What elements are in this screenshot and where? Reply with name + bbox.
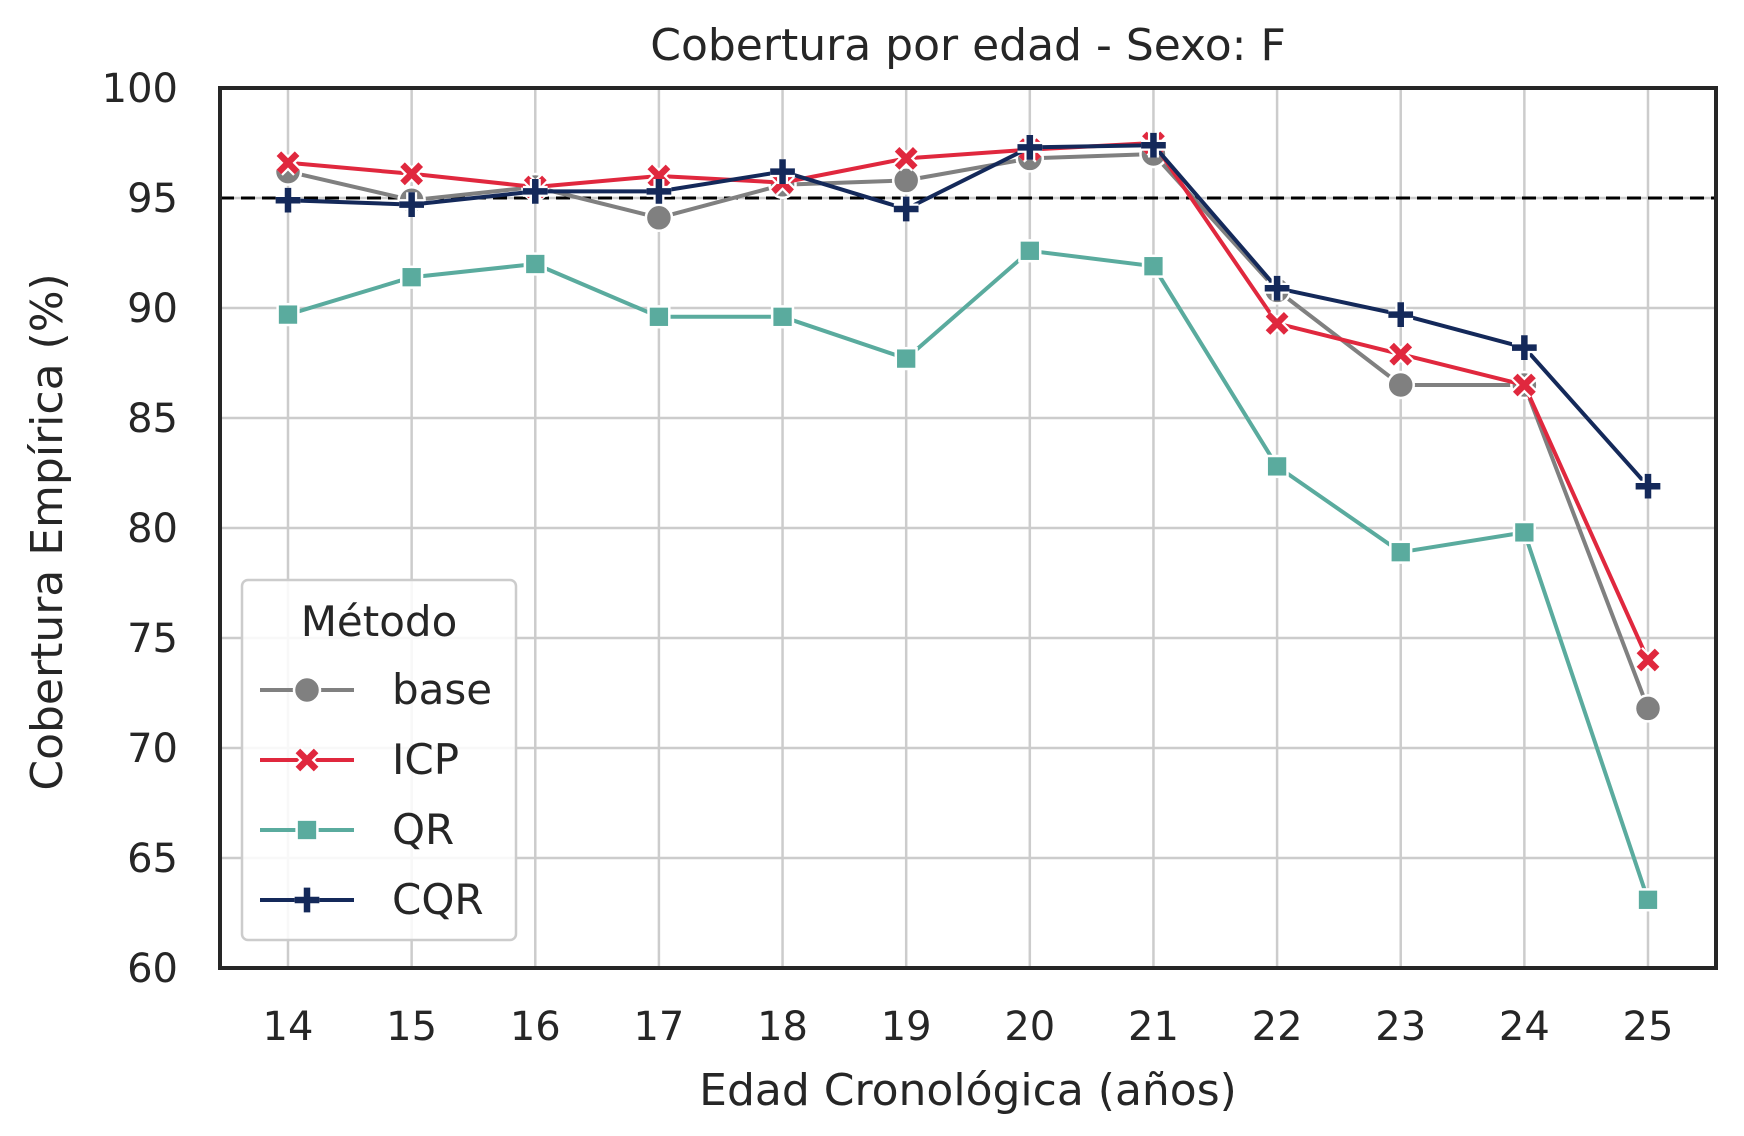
marker-square-point: [1018, 239, 1042, 263]
series-layer: [273, 130, 1663, 912]
marker-square-point: [276, 302, 300, 327]
y-tick-label: 70: [127, 726, 178, 772]
x-tick-label: 17: [633, 1004, 684, 1050]
marker-x-legend: [295, 748, 319, 772]
legend-item-CQR: CQR: [260, 875, 484, 924]
y-tick-label: 85: [127, 396, 178, 442]
y-tick-label: 60: [127, 946, 178, 992]
marker-x-point: [1265, 312, 1289, 335]
x-tick-label: 18: [757, 1004, 808, 1050]
marker-circle-point: [644, 203, 674, 233]
marker-square-point: [1141, 254, 1166, 278]
legend-label: base: [392, 665, 492, 714]
legend-item-QR: QR: [260, 805, 454, 854]
marker-square-point: [894, 346, 918, 371]
marker-plus-point: [1017, 135, 1043, 160]
marker-plus-point: [646, 179, 672, 204]
y-tick-label: 80: [127, 506, 178, 552]
marker-plus-legend: [294, 887, 320, 913]
legend-label: CQR: [392, 875, 484, 924]
marker-plus-point: [522, 179, 548, 204]
grid: [220, 86, 1716, 970]
legend-title: Método: [301, 597, 458, 646]
marker-square-point: [647, 305, 671, 329]
legend: Método base ICP QR CQR: [240, 578, 518, 942]
x-tick-label: 14: [263, 1004, 314, 1050]
marker-square-point: [1512, 520, 1537, 545]
marker-x-point: [894, 147, 918, 170]
chart-title: Cobertura por edad - Sexo: F: [650, 20, 1286, 71]
x-tick-label: 15: [386, 1004, 437, 1050]
x-tick-label: 16: [510, 1004, 561, 1050]
x-tick-labels: 14 15 16 17 18 19 20 21 22 23 24 25: [263, 1004, 1674, 1050]
marker-x-point: [400, 162, 424, 186]
y-tick-label: 90: [127, 286, 178, 332]
marker-plus-point: [1141, 132, 1166, 158]
marker-square-legend: [295, 818, 319, 842]
legend-item-base: base: [260, 665, 492, 714]
y-tick-label: 65: [127, 836, 178, 882]
series-line-CQR: [287, 143, 1650, 488]
legend-item-ICP: ICP: [260, 735, 459, 784]
y-tick-label: 75: [127, 616, 178, 662]
series-line-QR: [287, 248, 1650, 901]
x-tick-label: 22: [1252, 1004, 1303, 1050]
marker-x-point: [1512, 373, 1536, 397]
x-axis-label: Edad Cronológica (años): [699, 1065, 1237, 1116]
series-CQR: [275, 132, 1661, 499]
marker-x-point: [1389, 342, 1413, 366]
y-tick-label: 95: [127, 176, 178, 222]
series-QR: [276, 239, 1660, 912]
x-tick-label: 24: [1499, 1004, 1550, 1050]
y-axis-label: Cobertura Empírica (%): [22, 273, 73, 790]
x-tick-label: 20: [1004, 1004, 1055, 1050]
x-tick-label: 19: [881, 1004, 932, 1050]
legend-label: ICP: [392, 735, 459, 784]
marker-square-point: [399, 265, 424, 289]
x-tick-label: 25: [1623, 1004, 1674, 1050]
legend-label: QR: [392, 805, 454, 854]
marker-square-point: [1636, 888, 1660, 912]
marker-plus-point: [893, 196, 919, 222]
marker-square-point: [523, 252, 547, 276]
x-tick-label: 23: [1375, 1004, 1426, 1050]
marker-circle-point: [1386, 370, 1415, 400]
marker-square-point: [770, 305, 795, 329]
series-line-ICP: [287, 141, 1650, 661]
marker-plus-point: [275, 187, 301, 213]
marker-circle-point: [1633, 694, 1663, 723]
marker-circle-point: [891, 166, 921, 195]
y-tick-label: 100: [102, 66, 178, 112]
series-line-base: [287, 152, 1650, 710]
marker-x-point: [1636, 648, 1660, 672]
marker-plus-point: [770, 159, 795, 184]
y-tick-labels: 60 65 70 75 80 85 90 95 100: [102, 66, 178, 992]
legend-box: [240, 578, 518, 942]
marker-plus-point: [399, 192, 424, 217]
marker-square-point: [1389, 540, 1413, 564]
marker-plus-point: [1388, 302, 1414, 327]
x-tick-label: 21: [1128, 1004, 1179, 1050]
marker-x-point: [647, 164, 671, 188]
plot-frame: [218, 86, 1718, 970]
marker-plus-point: [1264, 275, 1290, 301]
marker-plus-point: [1635, 473, 1661, 499]
marker-x-point: [276, 151, 300, 175]
marker-circle-legend: [292, 675, 322, 705]
marker-plus-point: [1512, 335, 1537, 360]
marker-square-point: [1265, 454, 1289, 479]
